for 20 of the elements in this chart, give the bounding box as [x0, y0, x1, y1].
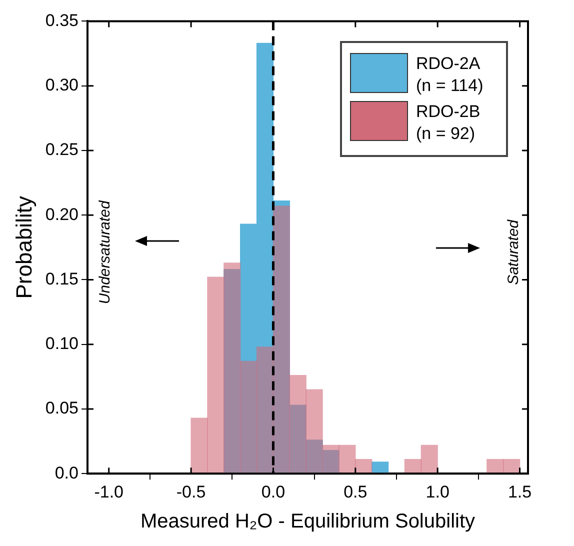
y-axis-title: Probability	[11, 196, 36, 299]
x-tick-label: 1.0	[426, 482, 450, 502]
annotation: Undersaturated	[96, 200, 114, 304]
x-tick-label: -0.5	[176, 482, 206, 502]
x-tick-label: -1.0	[94, 482, 124, 502]
x-tick-label: 0.0	[261, 482, 286, 502]
legend-label: RDO-2A (n = 114)	[416, 53, 484, 98]
y-tick-label: 0.20	[45, 204, 78, 224]
legend-label: RDO-2B (n = 92)	[416, 101, 482, 146]
y-tick-label: 0.15	[45, 269, 78, 288]
y-tick-label: 0.30	[45, 76, 78, 95]
x-tick-label: 0.5	[344, 482, 368, 502]
y-tick-label: 0.35	[45, 10, 78, 30]
x-axis-title: Measured H₂O - Equilibrium Solubility	[140, 510, 476, 533]
y-tick-label: 0.25	[45, 140, 78, 160]
y-tick-label: 0.05	[45, 398, 78, 418]
annotation: Saturated	[505, 219, 522, 285]
x-tick-label: 1.5	[508, 482, 532, 502]
y-tick-label: 0.10	[45, 334, 78, 354]
y-tick-label: 0.0	[54, 463, 78, 482]
